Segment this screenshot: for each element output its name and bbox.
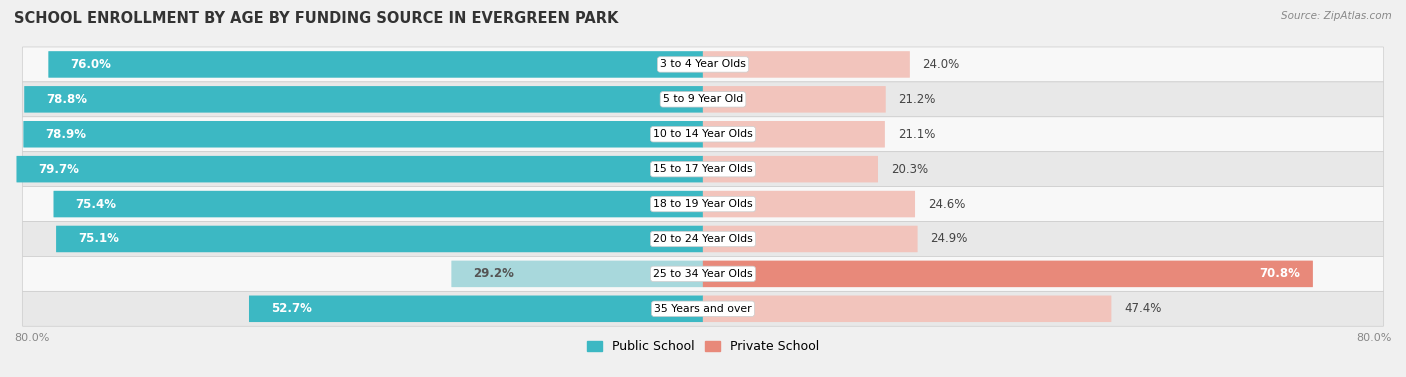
Text: 78.9%: 78.9% [45,128,86,141]
Text: 18 to 19 Year Olds: 18 to 19 Year Olds [654,199,752,209]
Text: 3 to 4 Year Olds: 3 to 4 Year Olds [659,60,747,69]
FancyBboxPatch shape [703,121,884,147]
Text: 75.1%: 75.1% [77,233,118,245]
Text: 47.4%: 47.4% [1125,302,1161,315]
Text: 80.0%: 80.0% [14,333,49,343]
FancyBboxPatch shape [22,222,1384,256]
FancyBboxPatch shape [249,296,703,322]
FancyBboxPatch shape [22,117,1384,152]
Text: 24.6%: 24.6% [928,198,965,211]
Text: 20.3%: 20.3% [891,162,928,176]
FancyBboxPatch shape [703,191,915,217]
Text: 76.0%: 76.0% [70,58,111,71]
Text: 21.1%: 21.1% [897,128,935,141]
Text: 78.8%: 78.8% [46,93,87,106]
FancyBboxPatch shape [22,187,1384,222]
FancyBboxPatch shape [703,226,918,252]
Text: SCHOOL ENROLLMENT BY AGE BY FUNDING SOURCE IN EVERGREEN PARK: SCHOOL ENROLLMENT BY AGE BY FUNDING SOUR… [14,11,619,26]
FancyBboxPatch shape [703,156,877,182]
FancyBboxPatch shape [17,156,703,182]
FancyBboxPatch shape [703,51,910,78]
FancyBboxPatch shape [451,261,703,287]
FancyBboxPatch shape [24,121,703,147]
Text: 52.7%: 52.7% [271,302,312,315]
Text: 35 Years and over: 35 Years and over [654,304,752,314]
Text: 5 to 9 Year Old: 5 to 9 Year Old [662,94,744,104]
FancyBboxPatch shape [56,226,703,252]
Text: 21.2%: 21.2% [898,93,936,106]
Text: 20 to 24 Year Olds: 20 to 24 Year Olds [654,234,752,244]
FancyBboxPatch shape [22,291,1384,326]
FancyBboxPatch shape [24,86,703,113]
FancyBboxPatch shape [703,261,1313,287]
Text: 29.2%: 29.2% [472,267,515,280]
Text: 75.4%: 75.4% [75,198,117,211]
Text: 15 to 17 Year Olds: 15 to 17 Year Olds [654,164,752,174]
FancyBboxPatch shape [703,296,1111,322]
FancyBboxPatch shape [53,191,703,217]
FancyBboxPatch shape [22,47,1384,82]
Text: 70.8%: 70.8% [1258,267,1299,280]
Legend: Public School, Private School: Public School, Private School [582,336,824,359]
Text: 25 to 34 Year Olds: 25 to 34 Year Olds [654,269,752,279]
Text: Source: ZipAtlas.com: Source: ZipAtlas.com [1281,11,1392,21]
Text: 79.7%: 79.7% [38,162,79,176]
Text: 10 to 14 Year Olds: 10 to 14 Year Olds [654,129,752,139]
Text: 80.0%: 80.0% [1357,333,1392,343]
FancyBboxPatch shape [22,152,1384,187]
FancyBboxPatch shape [22,256,1384,291]
Text: 24.0%: 24.0% [922,58,960,71]
Text: 24.9%: 24.9% [931,233,967,245]
FancyBboxPatch shape [22,82,1384,117]
FancyBboxPatch shape [48,51,703,78]
FancyBboxPatch shape [703,86,886,113]
